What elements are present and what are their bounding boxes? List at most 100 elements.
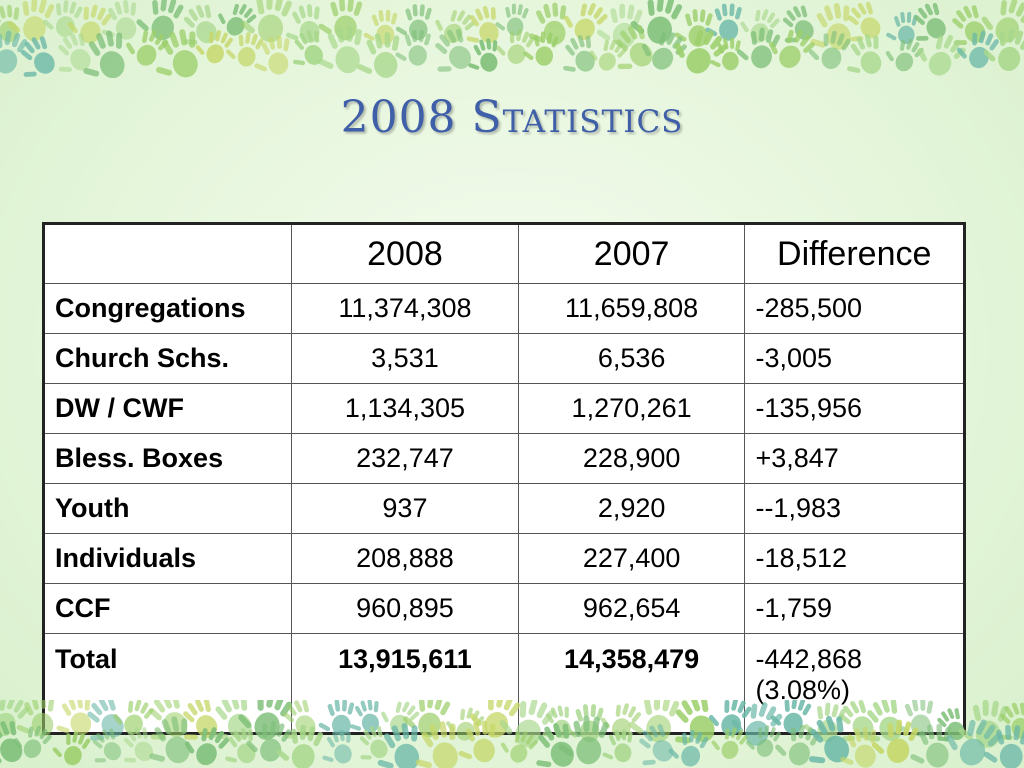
handprint-icon: [83, 30, 125, 78]
header-cell-difference: Difference: [744, 223, 965, 284]
handprint-icon: [847, 1, 881, 42]
handprint-icon: [840, 726, 877, 768]
cell-difference: +3,847: [744, 433, 965, 484]
cell-difference: -285,500: [744, 283, 965, 334]
statistics-table: 2008 2007 Difference Congregations 11,37…: [42, 222, 966, 735]
handprint-icon: [415, 721, 458, 768]
handprint-icon: [276, 724, 324, 768]
handprint-icon: [13, 725, 52, 759]
handprint-icon: [558, 715, 609, 765]
handprint-icon: [499, 700, 555, 748]
handprint-icon: [847, 34, 882, 74]
handprint-icon: [357, 32, 400, 78]
cell-difference: --1,983: [744, 483, 965, 534]
cell-2007: 6,536: [517, 333, 746, 384]
table-row: DW / CWF 1,134,305 1,270,261 -135,956: [42, 383, 965, 434]
handprint-icon: [809, 715, 850, 764]
table-row: Individuals 208,888 227,400 -18,512: [42, 533, 965, 584]
row-label: Church Schs.: [42, 333, 293, 384]
handprint-icon: [67, 4, 112, 44]
header-cell-label: [42, 223, 293, 284]
handprint-icon: [149, 716, 190, 764]
handprint-icon: [710, 37, 741, 71]
handprint-icon: [359, 725, 388, 760]
handprint-icon: [350, 700, 380, 733]
cell-2007: 962,654: [517, 583, 746, 634]
handprint-icon: [983, 28, 1024, 71]
handprint-icon: [885, 38, 924, 72]
handprint-icon: [536, 722, 574, 768]
handprint-icon: [0, 30, 28, 74]
cell-2008: 208,888: [291, 533, 519, 584]
header-cell-2008: 2008: [291, 223, 519, 284]
cell-2007: 228,900: [517, 433, 746, 484]
handprint-icon: [668, 729, 709, 767]
handprint-icon: [914, 2, 946, 41]
handprint-icon: [184, 727, 230, 766]
handprint-icon: [254, 35, 290, 75]
handprint-icon: [705, 3, 742, 41]
handprint-icon: [126, 29, 169, 66]
handprint-icon: [92, 728, 122, 763]
handprint-icon: [675, 700, 715, 744]
handprint-icon: [240, 0, 292, 43]
handprint-icon: [746, 725, 781, 757]
row-label: Individuals: [42, 533, 293, 584]
handprint-icon: [226, 32, 264, 67]
handprint-icon: [523, 31, 559, 66]
cell-2007: 227,400: [517, 533, 746, 584]
handprint-icon: [43, 0, 83, 38]
cell-2008: 11,374,308: [291, 283, 519, 334]
handprint-border-top: [0, 0, 1024, 78]
table-header-row: 2008 2007 Difference: [42, 223, 965, 284]
table-row: Youth 937 2,920 --1,983: [42, 483, 965, 534]
handprint-icon: [496, 29, 535, 64]
handprint-icon: [156, 29, 198, 78]
handprint-icon: [377, 723, 420, 768]
cell-difference: -135,956: [744, 383, 965, 434]
handprint-icon: [466, 5, 499, 44]
handprint-icon: [768, 29, 815, 68]
handprint-icon: [563, 3, 608, 40]
handprint-icon: [136, 0, 184, 41]
cell-2007: 11,659,808: [517, 283, 746, 334]
handprint-icon: [246, 720, 292, 762]
row-label: CCF: [42, 583, 293, 634]
table-row: Congregations 11,374,308 11,659,808 -285…: [42, 283, 965, 334]
handprint-icon: [630, 0, 683, 44]
handprint-icon: [500, 731, 538, 763]
table-row: Bless. Boxes 232,747 228,900 +3,847: [42, 433, 965, 484]
row-label: Bless. Boxes: [42, 433, 293, 484]
cell-difference: -1,759: [744, 583, 965, 634]
handprint-icon: [58, 33, 91, 72]
cell-difference: -18,512: [744, 533, 965, 584]
handprint-icon: [20, 36, 55, 77]
table-row: CCF 960,895 962,654 -1,759: [42, 583, 965, 634]
handprint-icon: [871, 719, 919, 763]
handprint-icon: [468, 38, 498, 72]
row-label: DW / CWF: [42, 383, 293, 434]
table-row: Church Schs. 3,531 6,536 -3,005: [42, 333, 965, 384]
handprint-icon: [458, 720, 496, 763]
total-difference-value: -442,868: [755, 644, 863, 674]
handprint-icon: [16, 700, 55, 737]
handprint-icon: [602, 729, 633, 763]
handprint-icon: [736, 27, 781, 69]
handprint-icon: [318, 700, 355, 736]
header-cell-2007: 2007: [517, 223, 746, 284]
handprint-icon: [711, 727, 748, 759]
handprint-icon: [886, 11, 918, 45]
cell-2008: 960,895: [291, 583, 519, 634]
cell-2007: 2,920: [517, 483, 746, 534]
handprint-icon: [7, 0, 55, 42]
handprint-icon: [674, 30, 727, 74]
handprint-icon: [775, 724, 820, 766]
handprint-icon: [56, 700, 92, 736]
handprint-border-bottom: [0, 700, 1024, 768]
handprint-icon: [395, 29, 431, 66]
handprint-icon: [218, 3, 257, 36]
cell-2008: 937: [291, 483, 519, 534]
row-label: Congregations: [42, 283, 293, 334]
handprint-icon: [318, 25, 362, 74]
cell-2007: 1,270,261: [517, 383, 746, 434]
